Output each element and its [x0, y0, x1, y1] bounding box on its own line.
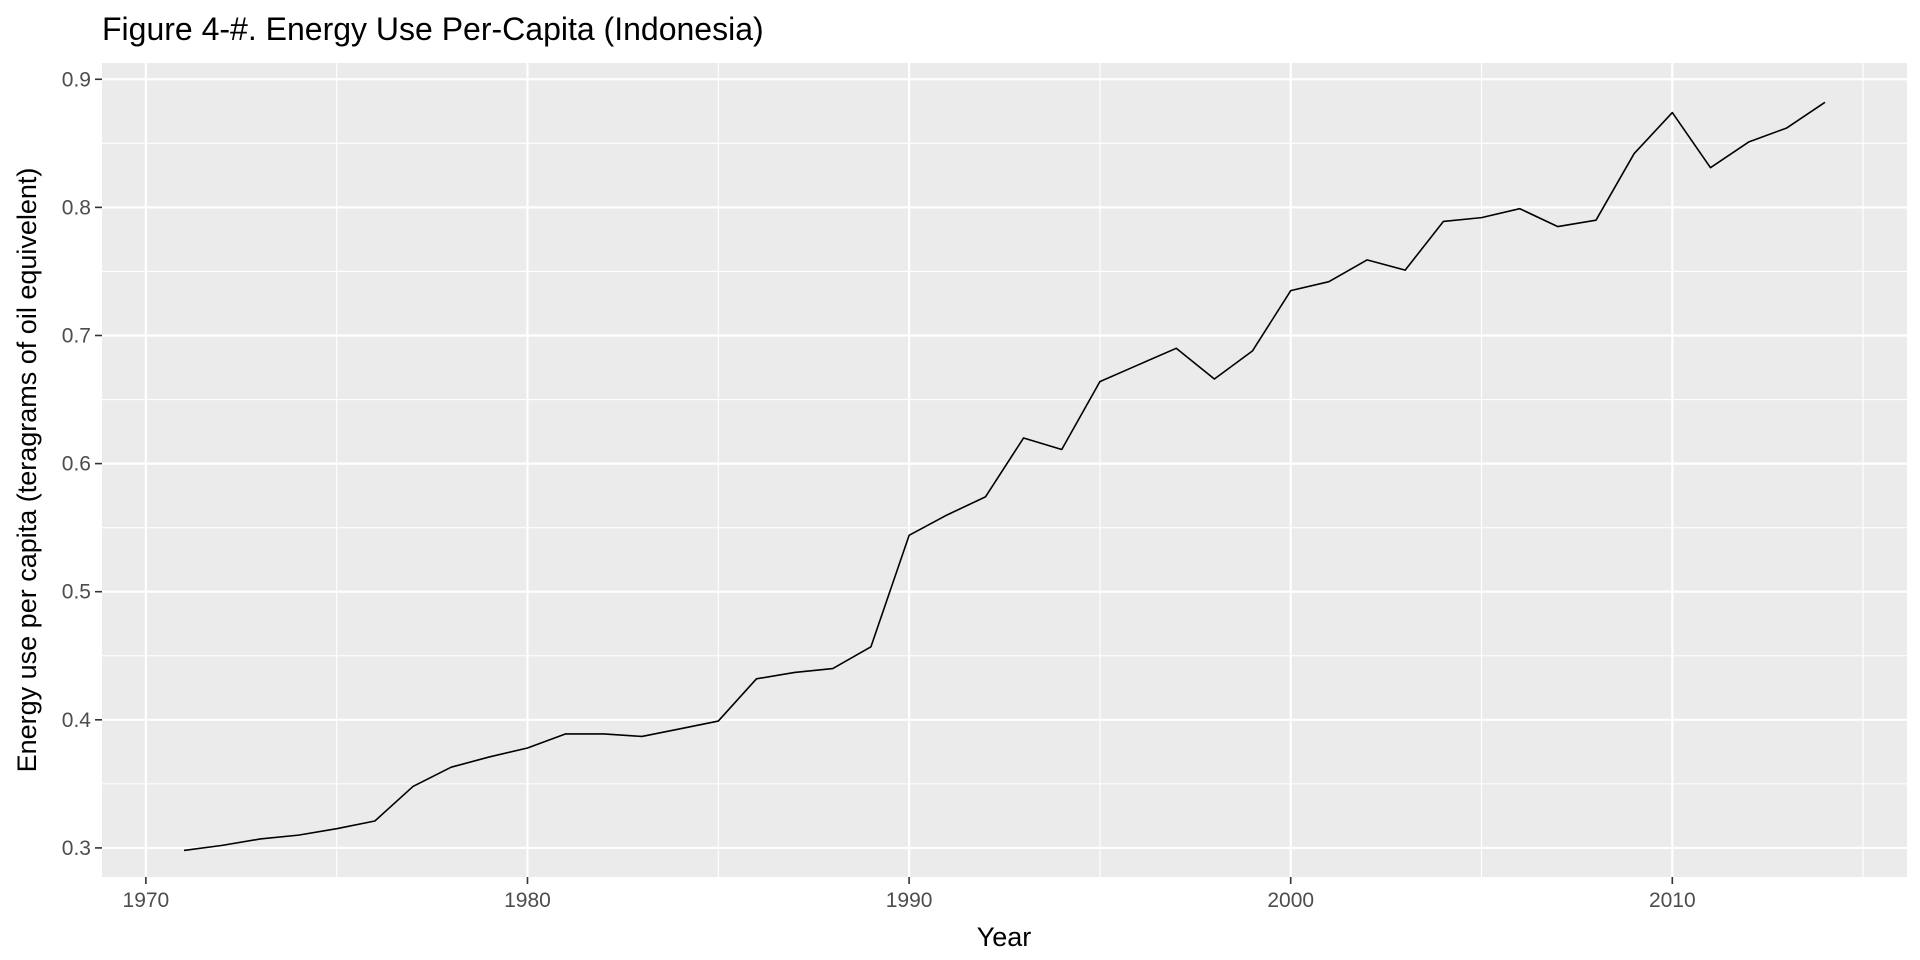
x-axis: 1970 1980 1990 2000 2010 — [123, 877, 1696, 912]
y-tick-label: 0.4 — [62, 709, 92, 732]
y-tick-label: 0.7 — [62, 324, 91, 347]
x-tick-label: 2010 — [1649, 889, 1696, 912]
series-layer — [183, 101, 1826, 852]
y-tick-label: 0.8 — [62, 196, 91, 219]
series-line — [183, 101, 1826, 852]
y-tick-label: 0.3 — [62, 837, 91, 860]
y-axis-title: Energy use per capita (teragrams of oil … — [12, 168, 42, 773]
plot-panel — [102, 63, 1907, 877]
x-tick-label: 1970 — [123, 889, 170, 912]
minor-gridlines — [102, 63, 1907, 877]
x-tick-label: 2000 — [1267, 889, 1314, 912]
y-tick-label: 0.6 — [62, 453, 91, 476]
y-tick-label: 0.5 — [62, 581, 91, 604]
major-gridlines — [102, 63, 1907, 877]
y-tick-label: 0.9 — [62, 68, 91, 91]
x-tick-label: 1990 — [886, 889, 933, 912]
x-axis-title: Year — [977, 922, 1032, 952]
y-axis: 0.3 0.4 0.5 0.6 0.7 0.8 0.9 — [62, 68, 102, 860]
chart-title: Figure 4-#. Energy Use Per-Capita (Indon… — [102, 11, 764, 47]
x-tick-label: 1980 — [504, 889, 551, 912]
